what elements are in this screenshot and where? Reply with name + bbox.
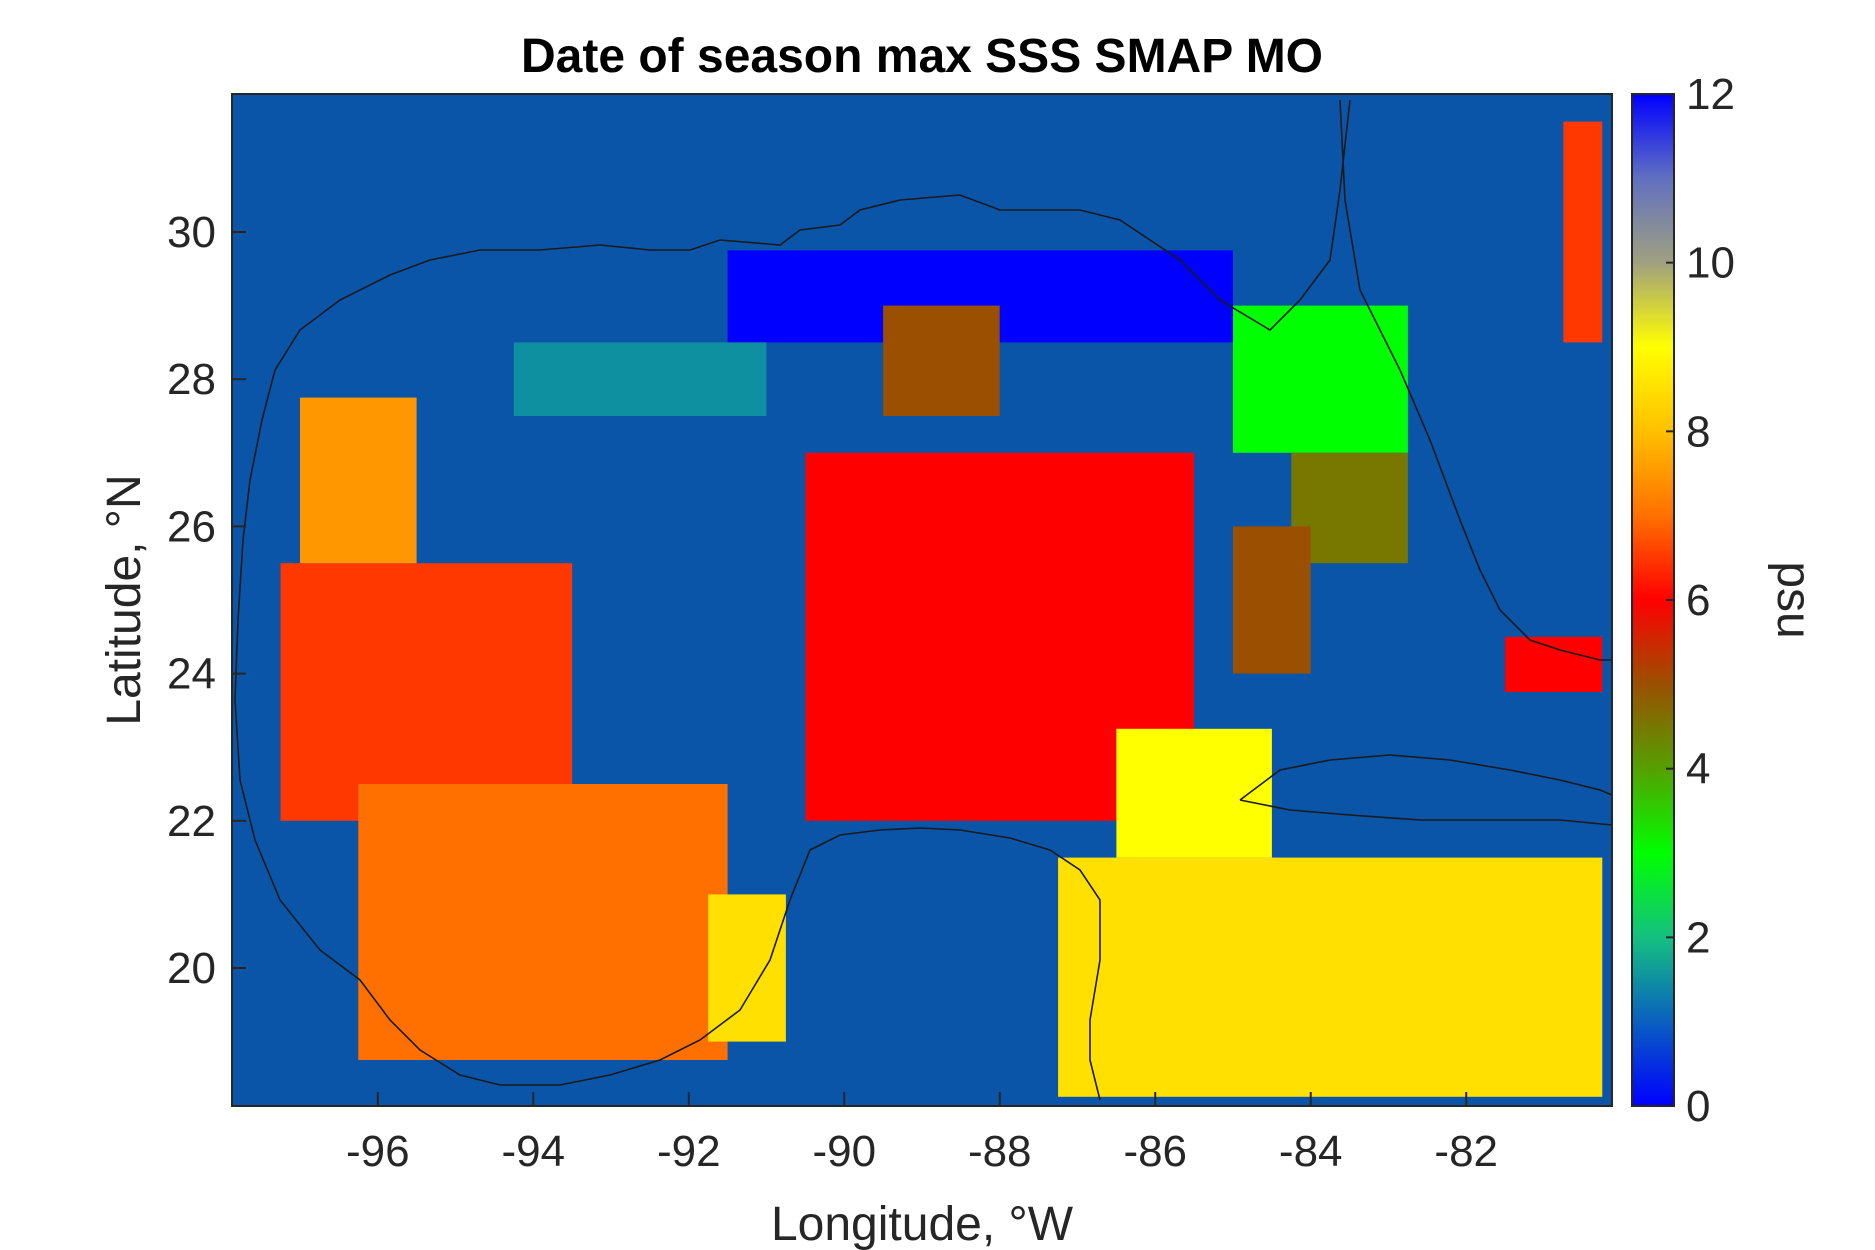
- salinity-region-5: [1233, 526, 1311, 674]
- x-axis-label: Longitude, °W: [771, 1198, 1074, 1250]
- colorbar-tick-label: 12: [1686, 70, 1735, 119]
- y-tick-label: 24: [167, 650, 216, 699]
- y-tick-label: 30: [167, 208, 216, 257]
- colorbar-tick-label: 10: [1686, 239, 1735, 288]
- x-tick-label: -90: [812, 1127, 876, 1176]
- salinity-region-9: [358, 784, 728, 1060]
- salinity-region-8: [300, 397, 417, 564]
- florida-coastline: [1339, 99, 1612, 661]
- x-tick-label: -82: [1434, 1127, 1498, 1176]
- x-tick-label: -96: [346, 1127, 410, 1176]
- x-tick-label: -86: [1123, 1127, 1187, 1176]
- gulf-coastline: [234, 99, 1351, 1101]
- salinity-region-14: [1563, 121, 1603, 343]
- y-tick-label: 22: [167, 797, 216, 846]
- x-axis-ticks: -96 -94 -92 -90 -88 -86 -84 -82: [346, 1092, 1498, 1176]
- salinity-region-3: [1233, 305, 1408, 453]
- salinity-region-13: [1505, 636, 1603, 692]
- cuba-coastline: [1239, 754, 1612, 826]
- salinity-region-10: [708, 894, 786, 1042]
- salinity-region-1: [513, 342, 767, 416]
- salinity-region-2: [883, 305, 1000, 416]
- colorbar-tick-label: 8: [1686, 407, 1710, 456]
- salinity-cells: [280, 121, 1603, 1097]
- x-tick-label: -88: [968, 1127, 1032, 1176]
- y-axis-ticks: 20 22 24 26 28 30: [167, 208, 246, 993]
- y-tick-label: 26: [167, 502, 216, 551]
- y-axis-label: Latitude, °N: [98, 474, 151, 725]
- colorbar-ticks: 0 2 4 6 8 10 12: [1666, 70, 1735, 1131]
- y-tick-label: 20: [167, 944, 216, 993]
- x-tick-label: -84: [1279, 1127, 1343, 1176]
- plot-frame: [231, 93, 1613, 1107]
- salinity-region-7: [280, 563, 573, 821]
- x-tick-label: -94: [501, 1127, 565, 1176]
- colorbar-label: psu: [1767, 561, 1820, 638]
- x-tick-label: -92: [657, 1127, 721, 1176]
- salinity-region-4: [1291, 452, 1408, 564]
- colorbar: 0 2 4 6 8 10 12 psu: [1631, 70, 1820, 1131]
- colorbar-tick-label: 0: [1686, 1082, 1710, 1131]
- coastline: [234, 99, 1612, 1101]
- colorbar-tick-label: 4: [1686, 745, 1710, 794]
- y-tick-label: 28: [167, 355, 216, 404]
- plot-area: [231, 93, 1613, 1107]
- colorbar-tick-label: 6: [1686, 576, 1710, 625]
- salinity-region-11: [1058, 857, 1603, 1097]
- colorbar-tick-label: 2: [1686, 913, 1710, 962]
- chart-title: Date of season max SSS SMAP MO: [521, 30, 1323, 83]
- salinity-region-12: [1116, 728, 1272, 858]
